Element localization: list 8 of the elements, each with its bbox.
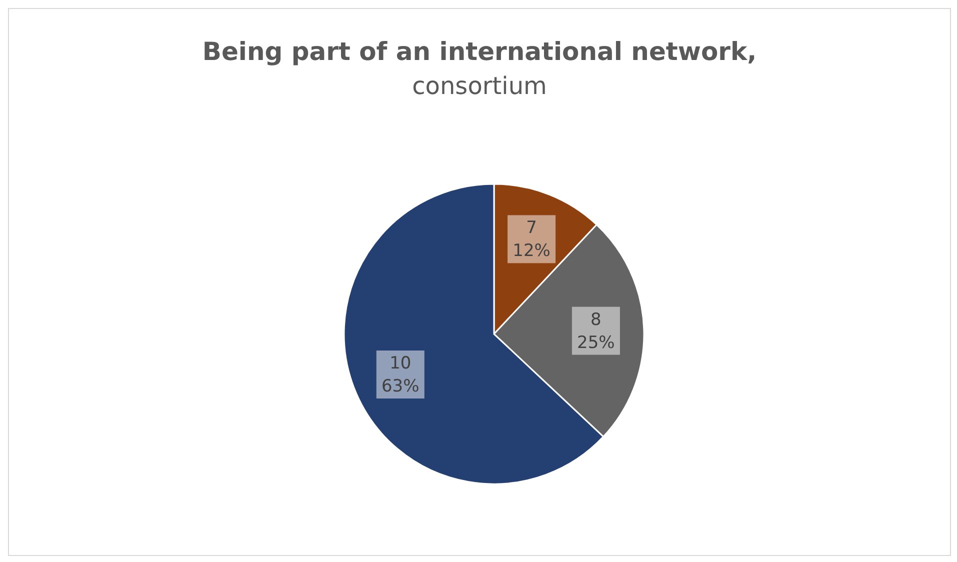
chart-subtitle: consortium (411, 72, 548, 100)
slice-label: 10 (390, 354, 412, 374)
chart-title: Being part of an international network, (201, 37, 758, 66)
data-label: 25% (577, 332, 615, 353)
data-label: 63% (381, 376, 420, 397)
slice-label: 8 (590, 310, 602, 330)
data-label: 12% (512, 241, 550, 262)
slice-label: 7 (526, 218, 537, 238)
